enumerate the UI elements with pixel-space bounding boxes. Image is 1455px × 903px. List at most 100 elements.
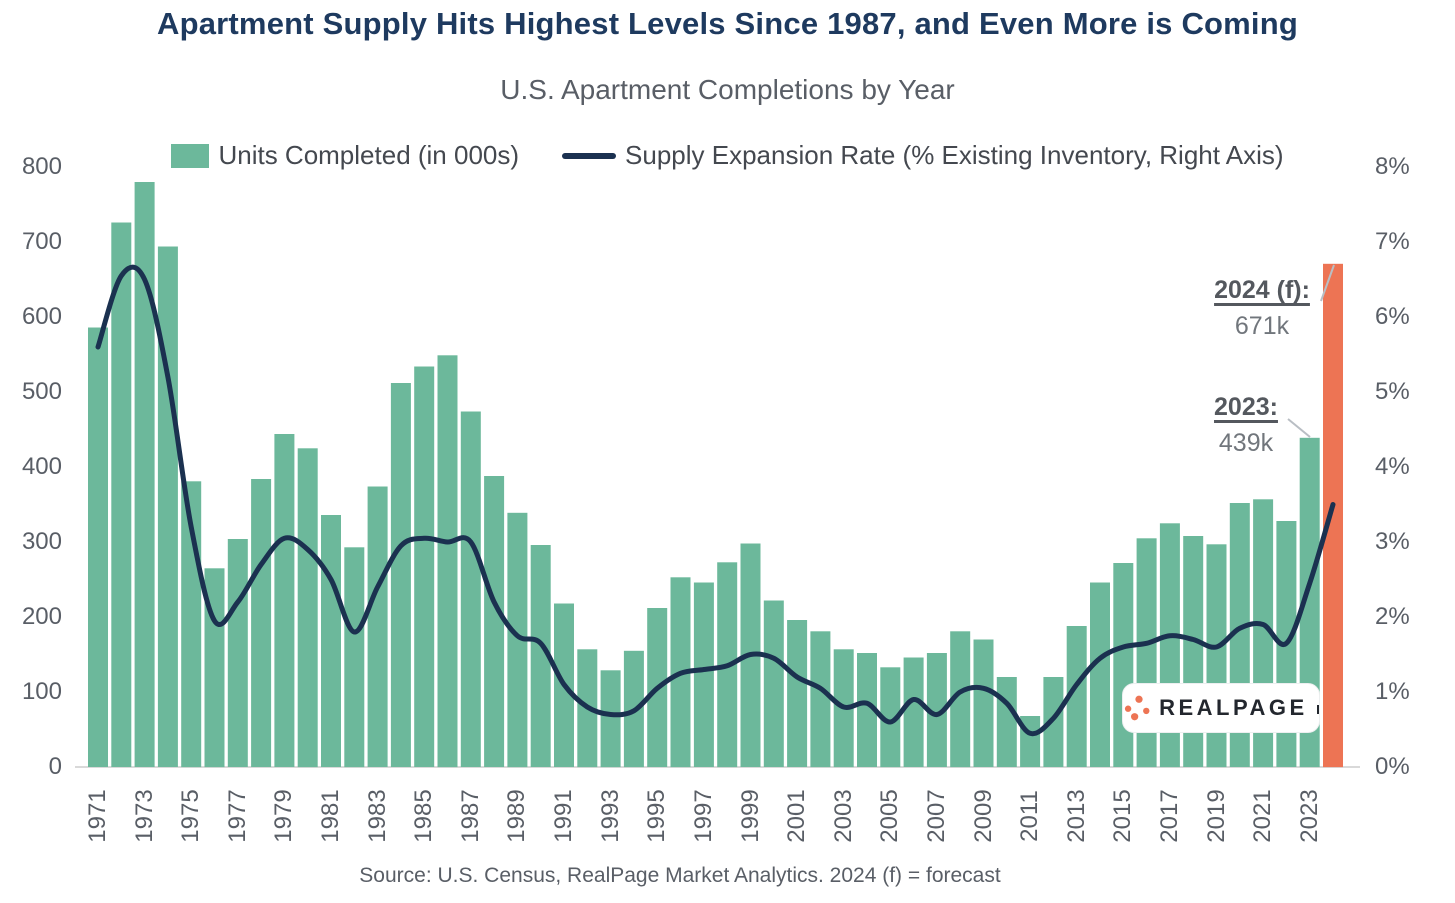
chart-title: Apartment Supply Hits Highest Levels Sin… — [156, 6, 1299, 41]
x-tick-1999: 1999 — [736, 789, 764, 843]
realpage-dots-icon — [1124, 695, 1150, 721]
x-tick-2001: 2001 — [783, 789, 811, 843]
x-tick-1977: 1977 — [223, 789, 251, 843]
bar-2007 — [926, 653, 947, 767]
y-left-tick-0: 0 — [48, 753, 62, 780]
annotation-2024-label: 2024 (f): — [1214, 276, 1310, 304]
x-tick-2005: 2005 — [876, 789, 904, 843]
realpage-logo: REALPAGE — [1122, 683, 1320, 733]
x-tick-2011: 2011 — [1016, 790, 1044, 842]
bar-2019 — [1206, 544, 1227, 768]
bar-1976 — [204, 568, 225, 768]
x-tick-1985: 1985 — [410, 789, 438, 843]
bar-1997 — [693, 582, 714, 767]
bar-2004 — [857, 653, 877, 767]
annotation-2023-label: 2023: — [1214, 393, 1278, 421]
x-tick-2023: 2023 — [1295, 789, 1323, 843]
bar-1972 — [111, 222, 132, 767]
y-left-tick-800: 800 — [21, 153, 62, 180]
y-right-tick-7%: 7% — [1375, 228, 1410, 255]
bar-2000 — [763, 600, 784, 767]
x-tick-2003: 2003 — [829, 789, 857, 843]
x-tick-1997: 1997 — [689, 789, 717, 843]
bar-2009 — [973, 639, 994, 767]
logo-trademark-tick — [1316, 705, 1319, 714]
bar-2014 — [1090, 582, 1110, 767]
x-tick-1991: 1991 — [550, 789, 577, 843]
x-tick-1979: 1979 — [270, 789, 298, 843]
y-left-tick-600: 600 — [21, 303, 62, 330]
x-tick-1989: 1989 — [503, 789, 531, 843]
y-left-tick-200: 200 — [21, 603, 62, 630]
y-right-tick-1%: 1% — [1375, 678, 1410, 705]
x-tick-2007: 2007 — [922, 789, 950, 843]
y-right-tick-3%: 3% — [1375, 528, 1410, 555]
supply-expansion-rate-line — [95, 264, 1336, 737]
bar-1977 — [227, 539, 248, 767]
bar-1986 — [437, 355, 458, 768]
y-left-tick-500: 500 — [21, 378, 62, 405]
bar-2006 — [903, 657, 924, 767]
bar-1985 — [414, 366, 435, 767]
annotation-2024-forecast: 2024 (f): 671k — [1206, 276, 1318, 341]
bar-1981 — [321, 515, 341, 767]
x-tick-2019: 2019 — [1202, 789, 1230, 843]
x-tick-2009: 2009 — [969, 789, 997, 843]
bar-1987 — [460, 411, 481, 767]
line-series-swatch-icon — [562, 152, 617, 159]
x-tick-1981: 1981 — [317, 789, 344, 843]
bar-2001 — [787, 620, 808, 767]
source-note: Source: U.S. Census, RealPage Market Ana… — [359, 864, 1001, 887]
x-tick-1993: 1993 — [596, 789, 624, 843]
annotation-2024-value: 671k — [1234, 312, 1290, 340]
annotation-2023-value: 439k — [1218, 429, 1274, 457]
bar-1980 — [297, 448, 318, 768]
y-left-tick-300: 300 — [21, 528, 62, 555]
bar-2015 — [1113, 563, 1134, 767]
y-right-tick-0%: 0% — [1375, 753, 1410, 780]
bar-1993 — [600, 670, 621, 768]
bar-1978 — [251, 479, 272, 767]
x-tick-2017: 2017 — [1155, 789, 1183, 843]
connector-2024-icon — [1320, 264, 1335, 302]
x-tick-1995: 1995 — [643, 789, 671, 843]
x-tick-1987: 1987 — [456, 789, 484, 843]
bar-series-swatch-icon — [171, 143, 210, 168]
bar-1984 — [390, 383, 411, 767]
bar-1983 — [367, 486, 388, 767]
chart-subtitle: U.S. Apartment Completions by Year — [500, 74, 955, 105]
bar-1971 — [88, 327, 108, 767]
bar-2002 — [810, 631, 831, 768]
x-tick-1975: 1975 — [177, 789, 205, 843]
y-right-tick-2%: 2% — [1375, 603, 1410, 630]
line-series-legend-label: Supply Expansion Rate (% Existing Invent… — [625, 140, 1284, 170]
bar-1988 — [484, 476, 505, 767]
x-tick-2015: 2015 — [1109, 789, 1137, 843]
y-left-tick-100: 100 — [21, 678, 62, 705]
bar-2008 — [950, 631, 971, 768]
bar-1989 — [507, 512, 528, 768]
y-left-tick-700: 700 — [21, 228, 62, 255]
connector-2023-icon — [1287, 418, 1311, 438]
bar-2012 — [1043, 677, 1064, 767]
y-right-tick-5%: 5% — [1375, 378, 1410, 405]
y-right-tick-6%: 6% — [1375, 303, 1410, 330]
bar-1973 — [134, 182, 155, 767]
y-right-tick-4%: 4% — [1375, 453, 1410, 480]
bar-2010 — [996, 677, 1017, 767]
x-tick-1971: 1971 — [84, 789, 111, 843]
bar-1982 — [344, 547, 365, 768]
bar-1990 — [530, 545, 551, 767]
bar-series-legend-label: Units Completed (in 000s) — [218, 140, 520, 170]
x-tick-2013: 2013 — [1062, 789, 1090, 843]
legend: Units Completed (in 000s) Supply Expansi… — [0, 140, 1455, 171]
x-tick-1983: 1983 — [363, 789, 391, 843]
x-tick-1973: 1973 — [130, 789, 158, 843]
bar-2024 — [1323, 263, 1343, 768]
bar-1979 — [274, 434, 295, 767]
bar-1974 — [157, 246, 178, 767]
bar-2005 — [880, 667, 901, 768]
y-right-tick-8%: 8% — [1375, 153, 1410, 180]
